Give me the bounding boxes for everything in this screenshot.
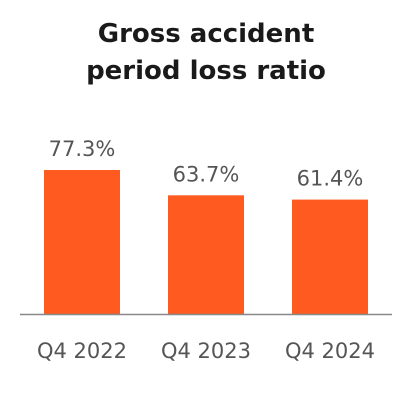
x-tick-label-q4-2024: Q4 2024 <box>285 339 375 363</box>
data-label-q4-2023: 63.7% <box>173 162 240 186</box>
bar-q4-2023 <box>168 195 244 314</box>
chart-title-line-1: Gross accident <box>97 19 315 49</box>
x-tick-label-q4-2022: Q4 2022 <box>37 339 127 363</box>
data-label-q4-2024: 61.4% <box>297 167 364 191</box>
chart-title: Gross accident period loss ratio <box>0 16 412 90</box>
data-label-q4-2022: 77.3% <box>49 137 116 161</box>
bar-q4-2024 <box>292 199 368 314</box>
chart-title-line-2: period loss ratio <box>86 56 326 86</box>
bar-q4-2022 <box>44 170 120 314</box>
x-tick-label-q4-2023: Q4 2023 <box>161 339 251 363</box>
